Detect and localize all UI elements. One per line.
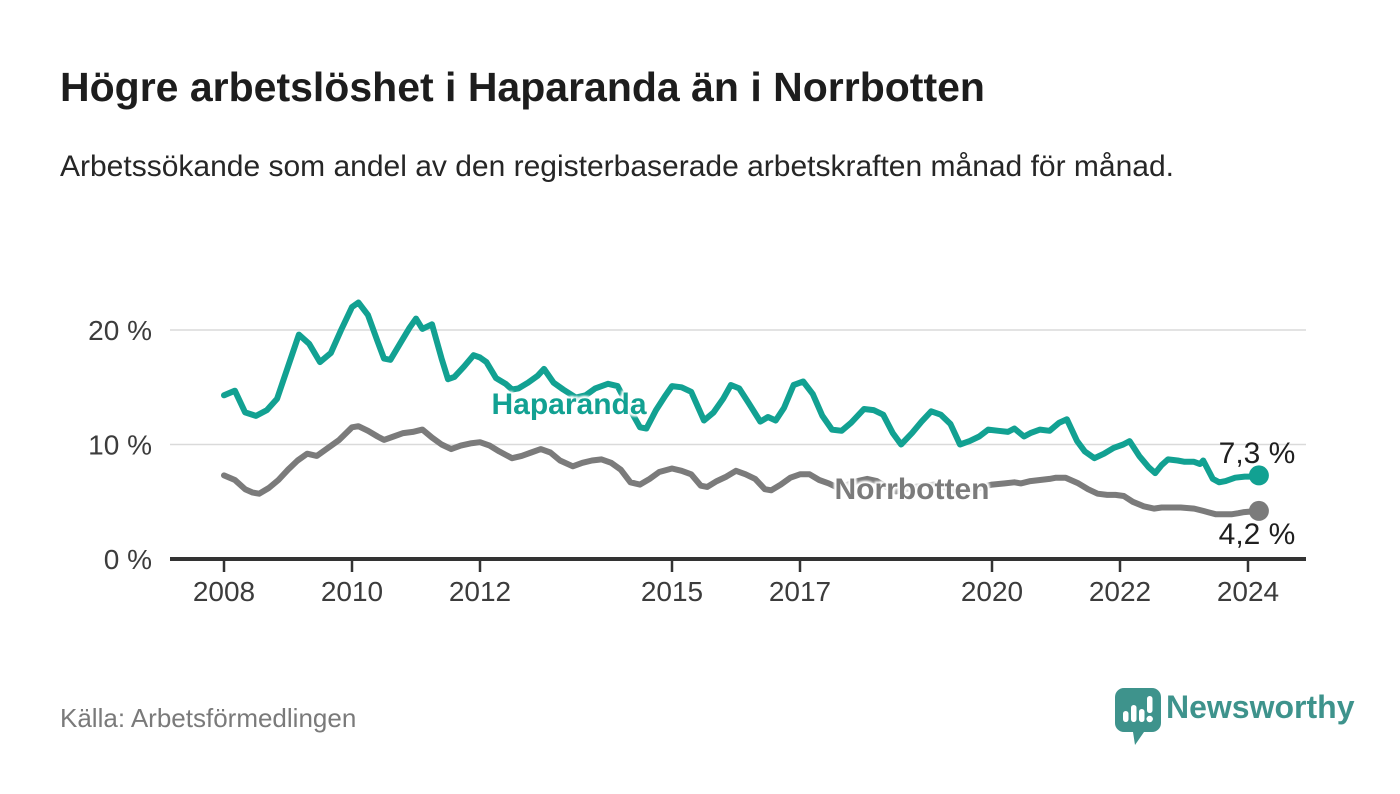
end-value-label-norrbotten: 4,2 % [1218, 518, 1296, 551]
svg-text:2012: 2012 [449, 576, 511, 607]
source-attribution: Källa: Arbetsförmedlingen [60, 703, 357, 733]
newsworthy-logo-icon [1115, 688, 1161, 745]
svg-text:2024: 2024 [1217, 576, 1279, 607]
chart-subtitle: Arbetssökande som andel av den registerb… [60, 150, 1174, 183]
brand-name: Newsworthy [1166, 689, 1355, 725]
series-label-norrbotten: Norrbotten [834, 473, 990, 506]
svg-text:2010: 2010 [321, 576, 383, 607]
svg-text:2017: 2017 [769, 576, 831, 607]
page-title: Högre arbetslöshet i Haparanda än i Norr… [60, 64, 985, 110]
svg-text:20 %: 20 % [88, 315, 152, 346]
svg-text:2020: 2020 [961, 576, 1023, 607]
series-label-haparanda: Haparanda [491, 388, 647, 421]
svg-text:0 %: 0 % [104, 544, 152, 575]
svg-text:2015: 2015 [641, 576, 703, 607]
svg-text:10 %: 10 % [88, 430, 152, 461]
svg-text:2008: 2008 [193, 576, 255, 607]
svg-text:2022: 2022 [1089, 576, 1151, 607]
end-value-label-haparanda: 7,3 % [1218, 437, 1296, 470]
